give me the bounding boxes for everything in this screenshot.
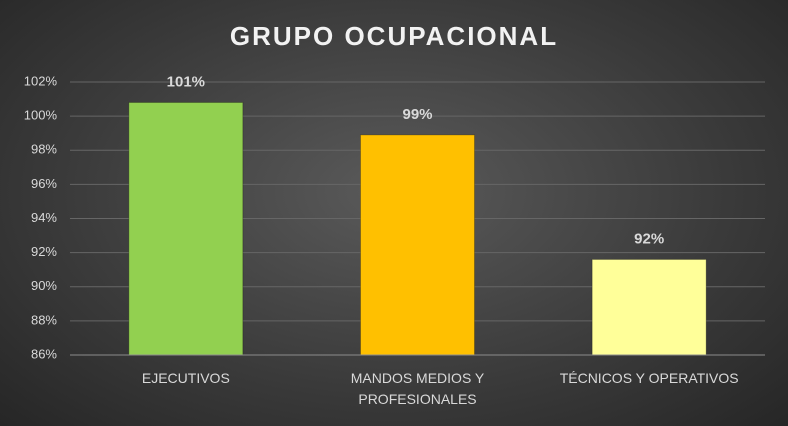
y-tick-label: 102%	[24, 73, 58, 88]
value-label: 99%	[402, 106, 432, 123]
x-tick-label: EJECUTIVOS	[141, 370, 230, 386]
y-tick-label: 88%	[31, 312, 57, 327]
bar	[128, 101, 244, 356]
y-tick-label: 96%	[31, 176, 57, 191]
y-tick-label: 92%	[31, 244, 57, 259]
y-tick-label: 98%	[31, 142, 57, 157]
value-label: 92%	[634, 230, 664, 247]
y-tick-label: 100%	[24, 108, 58, 123]
y-tick-label: 94%	[31, 210, 57, 225]
y-tick-label: 90%	[31, 278, 57, 293]
y-tick-label: 86%	[31, 346, 57, 361]
x-tick-label: MANDOS MEDIOS Y PROFESIONALES	[350, 370, 485, 407]
bar	[360, 134, 475, 356]
value-label: 101%	[167, 73, 205, 90]
chart-title: GRUPO OCUPACIONAL	[230, 21, 558, 51]
x-tick-label: TÉCNICOS Y OPERATIVOS	[559, 370, 739, 386]
bar	[591, 258, 707, 356]
